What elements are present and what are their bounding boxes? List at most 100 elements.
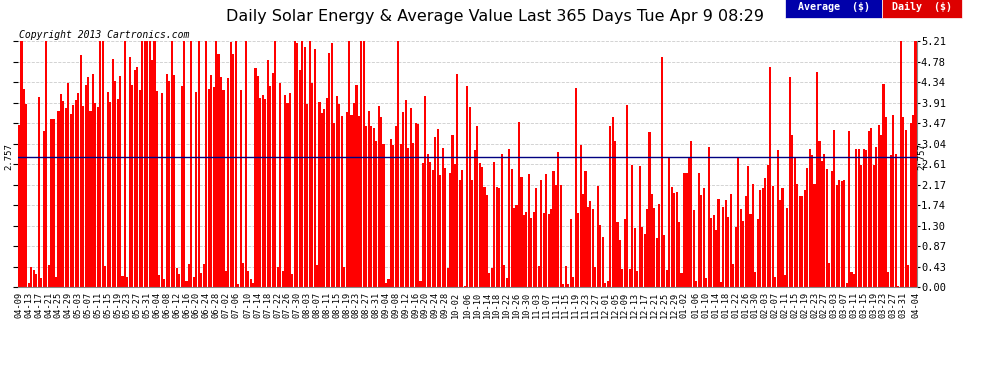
Bar — [559, 186, 562, 287]
Bar — [809, 149, 811, 287]
Bar — [324, 109, 326, 287]
Bar — [774, 277, 776, 287]
Bar — [857, 149, 860, 287]
Bar — [642, 226, 644, 287]
Bar — [31, 267, 33, 287]
Bar — [155, 92, 158, 287]
Bar — [523, 215, 525, 287]
Bar — [526, 212, 528, 287]
Text: Daily  ($): Daily ($) — [892, 2, 951, 12]
Bar — [62, 100, 64, 287]
Bar — [831, 171, 833, 287]
Bar — [675, 192, 678, 287]
Bar — [592, 209, 594, 287]
Bar — [185, 281, 187, 287]
Bar — [72, 105, 74, 287]
Bar — [637, 271, 639, 287]
Bar — [513, 208, 515, 287]
Bar — [897, 286, 899, 287]
Text: Daily Solar Energy & Average Value Last 365 Days Tue Apr 9 08:29: Daily Solar Energy & Average Value Last … — [226, 9, 764, 24]
Bar — [266, 60, 269, 287]
Bar — [84, 86, 86, 287]
Bar — [764, 178, 766, 287]
Bar — [168, 81, 170, 287]
Bar — [336, 96, 338, 287]
Bar — [193, 277, 195, 287]
Bar — [754, 272, 756, 287]
Bar — [412, 143, 414, 287]
Bar — [766, 165, 769, 287]
Bar — [655, 238, 658, 287]
Bar — [87, 78, 89, 287]
Bar — [518, 122, 520, 287]
Bar — [148, 41, 150, 287]
Bar — [855, 148, 857, 287]
Bar — [761, 188, 764, 287]
Bar — [112, 59, 114, 287]
Bar — [41, 278, 43, 287]
Bar — [94, 103, 96, 287]
Bar — [223, 90, 225, 287]
Bar — [407, 148, 409, 287]
Bar — [380, 117, 382, 287]
Bar — [705, 278, 707, 287]
Bar — [481, 166, 483, 287]
Bar — [698, 173, 700, 287]
Bar — [329, 53, 331, 287]
Bar — [804, 190, 806, 287]
Bar — [43, 131, 45, 287]
Bar — [301, 41, 303, 287]
Bar — [577, 213, 579, 287]
Bar — [836, 185, 838, 287]
Bar — [683, 173, 685, 287]
Bar — [665, 270, 668, 287]
Bar — [478, 163, 480, 287]
Text: Copyright 2013 Cartronics.com: Copyright 2013 Cartronics.com — [19, 30, 189, 40]
Bar — [420, 280, 422, 287]
Bar — [483, 187, 485, 287]
Bar — [582, 194, 584, 287]
Bar — [64, 108, 67, 287]
Bar — [875, 147, 877, 287]
Bar — [442, 148, 444, 287]
Bar — [567, 284, 569, 287]
Bar — [648, 132, 650, 287]
Bar — [461, 170, 463, 287]
Bar — [646, 209, 648, 287]
Bar — [728, 217, 730, 287]
Bar — [228, 78, 230, 287]
Bar — [243, 263, 245, 287]
Bar — [776, 150, 779, 287]
Bar — [695, 280, 697, 287]
Bar — [144, 41, 146, 287]
Bar — [824, 154, 826, 287]
Bar — [375, 141, 377, 287]
Bar — [794, 158, 796, 287]
Bar — [26, 104, 28, 287]
Bar — [321, 113, 323, 287]
Bar — [545, 174, 547, 287]
Bar — [249, 279, 251, 287]
Bar — [516, 205, 518, 287]
Bar — [446, 268, 448, 287]
Bar — [422, 163, 424, 287]
Bar — [498, 188, 500, 287]
Bar — [147, 41, 148, 287]
Bar — [348, 41, 350, 287]
Bar — [604, 283, 606, 287]
Bar — [579, 145, 581, 287]
Bar — [895, 154, 897, 287]
Bar — [738, 159, 740, 287]
Bar — [132, 85, 134, 287]
Bar — [644, 234, 645, 287]
Bar — [119, 76, 121, 287]
Bar — [341, 116, 343, 287]
Bar — [190, 41, 192, 287]
Bar — [276, 267, 279, 287]
Bar — [139, 90, 141, 287]
Bar — [215, 41, 217, 287]
Bar — [493, 162, 495, 287]
Bar — [360, 41, 362, 287]
Bar — [151, 60, 153, 287]
Bar — [392, 145, 394, 287]
